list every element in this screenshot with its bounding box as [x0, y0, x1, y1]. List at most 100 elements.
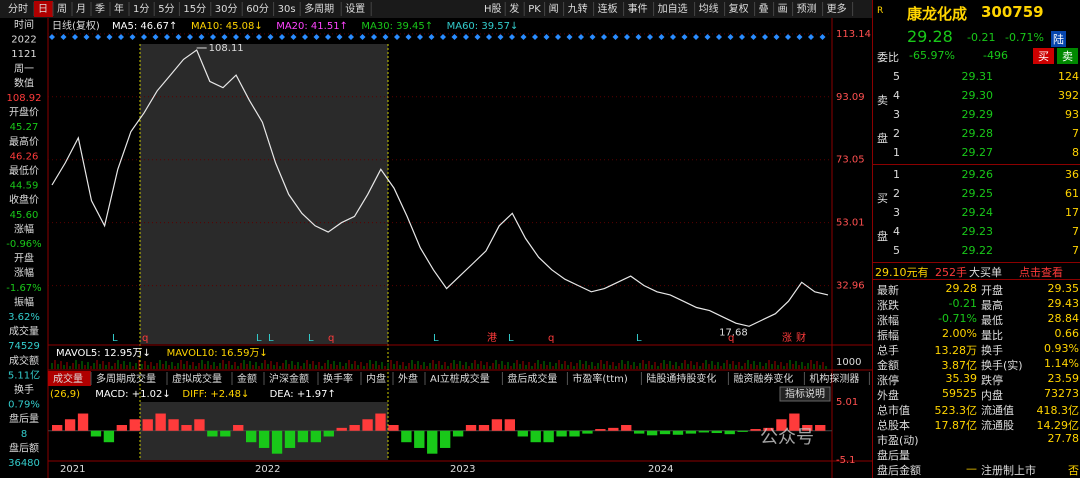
info-value: 0.79%: [8, 400, 40, 411]
macd-bar: [530, 430, 541, 443]
period-tab[interactable]: 月: [76, 3, 86, 15]
stat-value: 3.87亿: [941, 359, 978, 372]
macd-bar: [362, 419, 373, 431]
tool-button[interactable]: 连板: [598, 2, 618, 15]
tool-button[interactable]: 更多: [827, 2, 847, 15]
info-label: 成交额: [9, 354, 39, 367]
indicator-tab[interactable]: AI立桩成交量: [430, 372, 490, 385]
indicator-tab[interactable]: 机构探测器: [809, 372, 859, 385]
period-tab[interactable]: 1分: [133, 3, 149, 15]
info-label: 数值: [14, 76, 34, 89]
stat-label: 金额: [877, 359, 899, 372]
macd-bar: [336, 427, 347, 431]
x-tick-label: 2023: [450, 464, 475, 475]
period-tab[interactable]: 设置: [345, 3, 365, 15]
macd-bar: [233, 425, 244, 431]
tool-button[interactable]: H股: [484, 3, 502, 15]
indicator-tab[interactable]: 金额: [237, 372, 257, 385]
period-tab[interactable]: 年: [114, 2, 124, 15]
indicator-tab[interactable]: 换手率: [323, 372, 353, 385]
macd-bar: [427, 430, 438, 454]
indicator-tab[interactable]: 沪深金额: [269, 372, 309, 385]
tool-button[interactable]: 事件: [628, 2, 648, 15]
macd-bar: [504, 419, 516, 431]
period-tab[interactable]: 15分: [183, 3, 206, 15]
period-tab[interactable]: 季: [95, 3, 105, 15]
stat-label: 涨幅: [877, 314, 899, 327]
diamond: [693, 34, 699, 40]
vol-axis-label: 1000: [836, 357, 861, 368]
tool-button[interactable]: PK: [528, 4, 541, 15]
indicator-tab[interactable]: 外盘: [398, 372, 418, 385]
tool-button[interactable]: 均线: [699, 2, 719, 15]
book-volume: 392: [1058, 89, 1079, 102]
stat-label: 最低: [981, 314, 1003, 327]
book-label: 盘: [877, 132, 888, 145]
macd-bar: [621, 425, 632, 431]
book-volume: 36: [1065, 168, 1079, 181]
period-tab[interactable]: 周: [57, 3, 67, 15]
level: 1: [893, 146, 900, 159]
period-tab[interactable]: 60分: [246, 3, 269, 15]
stat-label: 最新: [877, 284, 899, 297]
period-tab[interactable]: 日: [38, 4, 48, 15]
stat-label: 跌停: [981, 374, 1003, 387]
book-label: 盘: [877, 230, 888, 243]
info-value: 5.11亿: [8, 368, 40, 381]
tool-button[interactable]: 复权: [729, 2, 749, 15]
period-tab[interactable]: 分时: [8, 3, 28, 15]
sell-button[interactable]: 卖: [1057, 48, 1078, 64]
diamond: [509, 34, 515, 40]
indicator-tab[interactable]: 虚拟成交量: [172, 372, 222, 385]
book-price: 29.25: [961, 187, 994, 200]
info-value: 3.62%: [8, 312, 40, 323]
ma-label: MA10: 45.08↓: [191, 21, 263, 32]
indicator-tab[interactable]: 内盘: [366, 372, 386, 385]
event-marker: q: [548, 333, 554, 344]
info-value: 45.60: [10, 210, 39, 221]
event-marker: 财: [796, 331, 806, 344]
diamond: [612, 34, 619, 40]
indicator-tab[interactable]: 成交量: [53, 372, 83, 385]
tool-button[interactable]: 画: [778, 4, 788, 15]
tool-button[interactable]: 闻: [549, 2, 559, 15]
tool-button[interactable]: 发: [509, 2, 519, 15]
tool-button[interactable]: 加自选: [658, 2, 688, 15]
macd-bar: [517, 430, 528, 437]
stat-value: -0.71%: [938, 312, 977, 325]
period-tab[interactable]: 多周期: [304, 2, 334, 15]
macd-bar: [491, 419, 503, 431]
quote-panel: R 康龙化成 300759 29.28 -0.21 -0.71% 陆委比 -65.97% -49…: [872, 0, 1080, 478]
macd-bar: [155, 413, 166, 431]
x-tick-label: 2021: [60, 464, 85, 475]
buy-button[interactable]: 买: [1033, 48, 1054, 64]
period-tab[interactable]: 5分: [158, 3, 174, 15]
stat-value: 29.28: [945, 282, 978, 295]
tool-button[interactable]: 叠: [759, 3, 769, 15]
help-button[interactable]: 指标说明: [785, 387, 825, 400]
diamond: [417, 34, 423, 40]
macd-bar: [672, 430, 684, 435]
macd-bar: [220, 430, 231, 437]
period-tab[interactable]: 30s: [278, 4, 296, 15]
level: 1: [893, 168, 900, 181]
big-order-price: 29.10元有: [875, 266, 929, 279]
diamond: [647, 34, 653, 40]
diamond: [739, 34, 745, 40]
indicator-tab[interactable]: 市盈率(ttm): [572, 372, 627, 385]
indicator-tab[interactable]: 盘后成交量: [507, 372, 557, 385]
indicator-tab[interactable]: 多周期成交量: [96, 372, 156, 385]
price-line: [51, 49, 829, 327]
indicator-tab[interactable]: 陆股通持股变化: [646, 372, 716, 385]
indicator-tab[interactable]: 融资融券变化: [733, 372, 793, 385]
tool-button[interactable]: 九转: [568, 2, 588, 15]
stat-label: 涨停: [877, 374, 899, 387]
period-tab[interactable]: 30分: [215, 3, 238, 15]
diamond: [405, 34, 412, 40]
tool-button[interactable]: 预测: [797, 2, 817, 15]
stat-value: 23.59: [1047, 372, 1080, 385]
macd-bar: [789, 413, 800, 431]
event-marker: q: [142, 333, 148, 344]
stock-code: 300759: [981, 3, 1044, 21]
info-value: 45.27: [10, 122, 39, 133]
